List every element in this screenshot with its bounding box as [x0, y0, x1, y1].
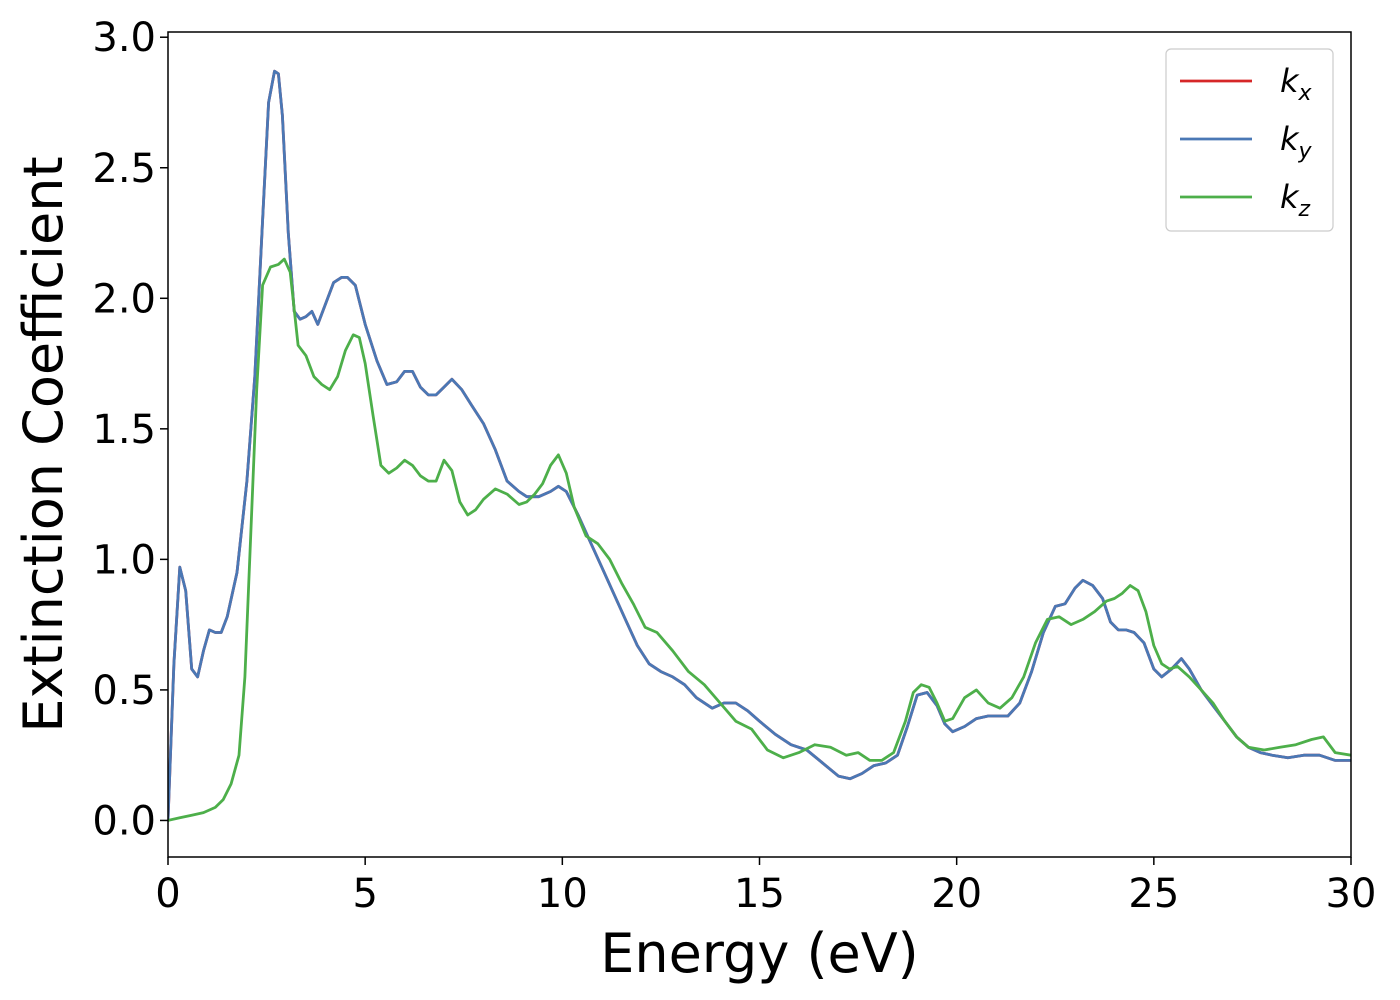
x-axis-label: Energy (eV): [600, 922, 919, 985]
x-tick-label: 5: [352, 871, 377, 917]
y-tick-label: 0.5: [92, 668, 156, 714]
y-tick-label: 2.0: [92, 276, 156, 322]
y-tick-label: 1.0: [92, 537, 156, 583]
series-layer: [168, 69, 1351, 822]
legend-label-ky: ky: [1280, 120, 1313, 164]
series-line-kz: [168, 257, 1351, 822]
y-tick-label: 1.5: [92, 407, 156, 453]
y-tick-label: 2.5: [92, 146, 156, 192]
legend-label-kz: kz: [1280, 178, 1311, 222]
y-tick-label: 0.0: [92, 798, 156, 844]
x-axis-ticks: 0 5 10 15 20 25 30: [155, 857, 1376, 917]
y-tick-label: 3.0: [92, 15, 156, 61]
x-tick-label: 30: [1326, 871, 1377, 917]
y-axis-label: Extinction Coefficient: [12, 156, 75, 732]
legend-label-kx: kx: [1280, 62, 1313, 106]
x-tick-label: 10: [537, 871, 588, 917]
y-axis-ticks: 0.0 0.5 1.0 1.5 2.0 2.5 3.0: [92, 15, 168, 844]
x-tick-label: 15: [734, 871, 785, 917]
x-tick-label: 25: [1128, 871, 1179, 917]
x-tick-label: 0: [155, 871, 180, 917]
x-tick-label: 20: [931, 871, 982, 917]
legend: kx ky kz: [1165, 48, 1334, 232]
